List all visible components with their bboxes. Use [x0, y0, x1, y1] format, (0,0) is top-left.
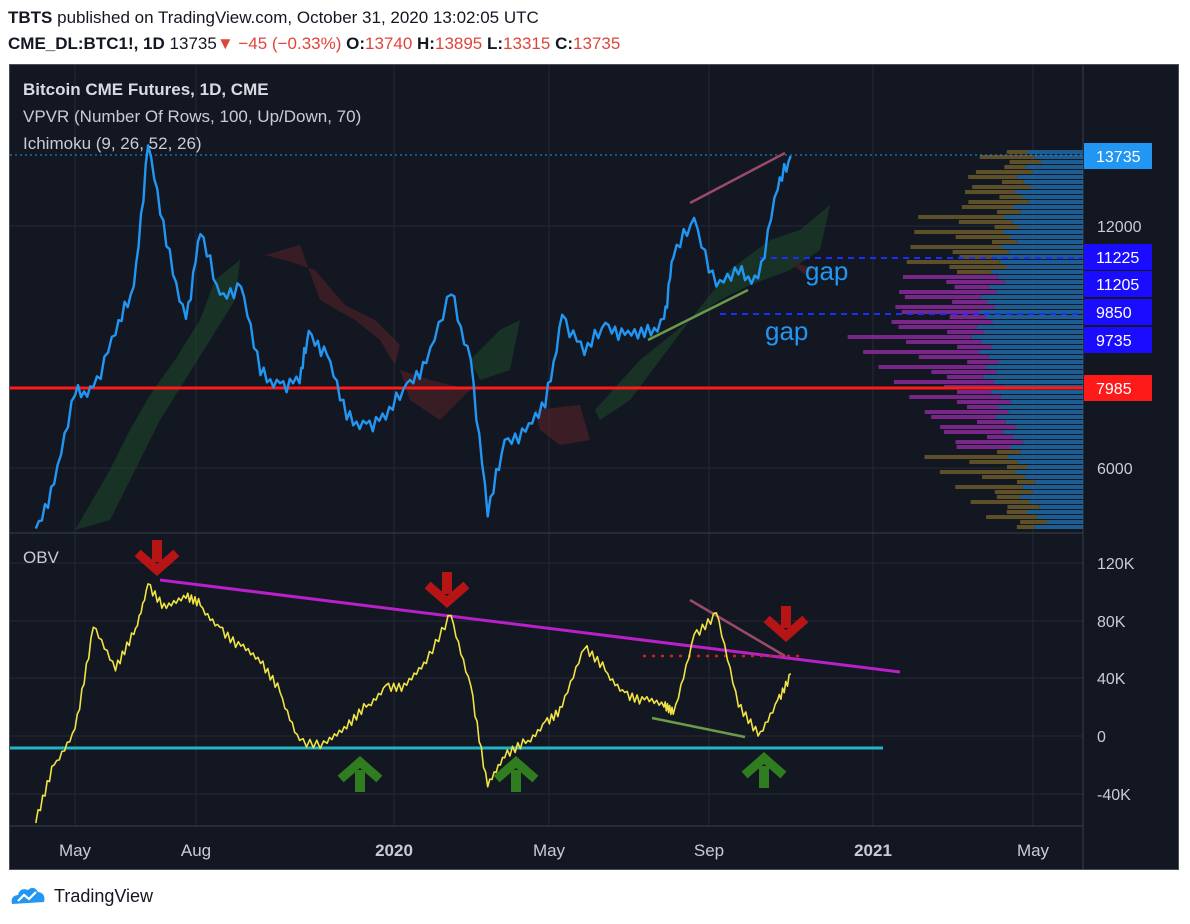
tradingview-logo-icon	[11, 887, 45, 904]
high-label: H:	[417, 34, 435, 53]
time-tick-label: May	[533, 841, 566, 860]
symbol-ohlc-line: CME_DL:BTC1!, 1D 13735▼ −45 (−0.33%) O:1…	[8, 34, 620, 54]
obv-tick-label: -40K	[1097, 787, 1131, 804]
price-level-tag[interactable]: 9735	[1084, 327, 1152, 353]
open-label: O:	[346, 34, 366, 53]
price-series-line[interactable]	[34, 144, 792, 529]
price-tick-label: 12000	[1097, 219, 1142, 236]
price-level-tag[interactable]: 7985	[1084, 375, 1152, 401]
red-down-arrow-icon	[424, 572, 470, 608]
close-label: C:	[555, 34, 574, 53]
green-up-arrow-icon	[337, 756, 383, 792]
tradingview-brand[interactable]: TradingView	[54, 885, 154, 906]
publish-info: TBTS published on TradingView.com, Octob…	[8, 8, 539, 28]
time-axis: May Aug 2020 May Sep 2021 May	[59, 841, 1050, 860]
red-down-arrow-icon	[763, 606, 809, 642]
grid-lines	[10, 65, 1083, 826]
price-level-tag[interactable]: 11205	[1084, 271, 1152, 297]
price-change: −45 (−0.33%)	[238, 34, 342, 53]
obv-tick-label: 40K	[1097, 671, 1126, 688]
ichimoku-cloud	[75, 205, 830, 530]
symbol-name[interactable]: CME_DL:BTC1!, 1D	[8, 34, 165, 53]
price-support-trendline[interactable]	[647, 288, 749, 342]
obv-axis: 120K 80K 40K 0 -40K	[1097, 556, 1135, 804]
price-level-tag[interactable]: 11225	[1084, 244, 1152, 270]
time-tick-label: Aug	[181, 841, 211, 860]
obv-tick-label: 0	[1097, 729, 1106, 746]
high-value: 13895	[434, 34, 483, 53]
price-level-tag[interactable]: 9850	[1084, 299, 1152, 325]
low-label: L:	[487, 34, 504, 53]
open-value: 13740	[365, 34, 413, 53]
obv-resistance-trendline[interactable]	[159, 578, 901, 674]
obv-series-line[interactable]	[35, 583, 792, 824]
price-tick-label: 6000	[1097, 461, 1133, 478]
red-down-arrow-icon	[134, 540, 180, 576]
chart-title[interactable]: Bitcoin CME Futures, 1D, CME	[23, 80, 269, 99]
time-tick-label: May	[59, 841, 92, 860]
time-tick-label: 2021	[854, 841, 892, 860]
gap-label-upper[interactable]: gap	[805, 256, 848, 286]
time-tick-label: 2020	[375, 841, 413, 860]
obv-divergence-line-top[interactable]	[689, 598, 786, 658]
svg-text:11225: 11225	[1096, 250, 1139, 267]
last-price: 13735	[169, 34, 217, 53]
green-up-arrow-icon	[493, 756, 539, 792]
svg-text:7985: 7985	[1096, 381, 1132, 398]
price-resistance-trendline[interactable]	[689, 151, 786, 205]
green-up-arrow-icon	[741, 752, 787, 788]
price-level-tag[interactable]: 13735	[1084, 143, 1152, 169]
footer: TradingView	[8, 884, 153, 908]
arrow-annotations	[134, 540, 809, 792]
ichimoku-indicator-label[interactable]: Ichimoku (9, 26, 52, 26)	[23, 134, 202, 153]
close-value: 13735	[573, 34, 621, 53]
svg-text:11205: 11205	[1096, 277, 1139, 294]
time-tick-label: Sep	[694, 841, 724, 860]
price-axis: 6000 12000 13735 11225 11205 9850 9735 7985	[1084, 143, 1152, 478]
obv-tick-label: 80K	[1097, 614, 1126, 631]
svg-text:9735: 9735	[1096, 333, 1132, 350]
svg-text:13735: 13735	[1096, 149, 1141, 166]
svg-text:9850: 9850	[1096, 305, 1132, 322]
down-triangle-icon: ▼	[216, 34, 234, 53]
gap-label-lower[interactable]: gap	[765, 316, 808, 346]
obv-tick-label: 120K	[1097, 556, 1135, 573]
published-text: published on TradingView.com, October 31…	[52, 8, 539, 27]
obv-divergence-line-bottom[interactable]	[651, 716, 746, 739]
vpvr-indicator-label[interactable]: VPVR (Number Of Rows, 100, Up/Down, 70)	[23, 107, 362, 126]
low-value: 13315	[503, 34, 551, 53]
volume-profile-vpvr	[847, 150, 1083, 529]
obv-indicator-label[interactable]: OBV	[23, 548, 59, 567]
publisher-name[interactable]: TBTS	[8, 8, 53, 27]
time-tick-label: May	[1017, 841, 1050, 860]
